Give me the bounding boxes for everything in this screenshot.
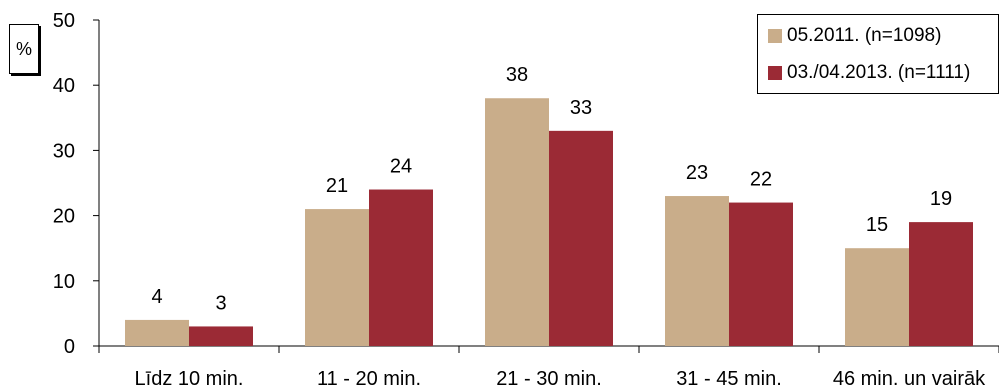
y-unit-label: % — [9, 24, 39, 74]
y-tick-label: 30 — [53, 140, 75, 162]
x-axis-labels: Līdz 10 min. 11 - 20 min. 21 - 30 min. 31 -… — [135, 368, 987, 390]
value-label: 15 — [866, 214, 888, 236]
value-label: 22 — [750, 169, 772, 191]
value-label: 38 — [506, 64, 528, 86]
legend-label-2011: 05.2011. (n=1098) — [787, 25, 942, 46]
x-tick-label: 21 - 30 min. — [496, 368, 602, 390]
x-tick-label: 31 - 45 min. — [676, 368, 782, 390]
y-tick-label: 50 — [53, 10, 75, 32]
y-axis-labels: 0 10 20 30 40 50 — [53, 10, 75, 358]
bar-2013 — [189, 326, 253, 346]
bar-2013 — [369, 189, 433, 346]
value-labels: 4 3 21 24 38 33 23 22 15 19 — [151, 64, 952, 314]
x-tick-label: 11 - 20 min. — [317, 368, 421, 390]
y-tick-label: 40 — [53, 75, 75, 97]
value-label: 19 — [930, 188, 952, 210]
x-tick-label: Līdz 10 min. — [135, 368, 244, 390]
legend-label-2013: 03./04.2013. (n=1111) — [787, 62, 971, 83]
value-label: 23 — [686, 162, 708, 184]
value-label: 3 — [215, 292, 226, 314]
bar-2011 — [485, 98, 549, 347]
bar-2011 — [305, 209, 369, 346]
y-tick-label: 10 — [53, 271, 75, 293]
bar-2013 — [729, 202, 793, 346]
value-label: 33 — [570, 97, 592, 119]
x-tick-label: 46 min. un vairāk — [833, 368, 986, 390]
legend-item-2013: 03./04.2013. (n=1111) — [768, 62, 970, 84]
value-label: 21 — [326, 175, 348, 197]
y-tick-label: 20 — [53, 206, 75, 228]
bars — [125, 98, 973, 347]
legend-item-2011: 05.2011. (n=1098) — [768, 25, 941, 47]
value-label: 4 — [151, 286, 162, 308]
legend: 05.2011. (n=1098) 03./04.2013. (n=1111) — [757, 14, 999, 94]
bar-2011 — [125, 319, 189, 346]
bar-2013 — [909, 222, 973, 346]
value-label: 24 — [390, 156, 412, 178]
legend-swatch-2013 — [768, 66, 782, 80]
bar-2011 — [845, 248, 909, 346]
bar-2013 — [549, 130, 613, 346]
bar-2011 — [665, 196, 729, 346]
legend-swatch-2011 — [768, 29, 782, 43]
y-tick-label: 0 — [64, 336, 75, 358]
